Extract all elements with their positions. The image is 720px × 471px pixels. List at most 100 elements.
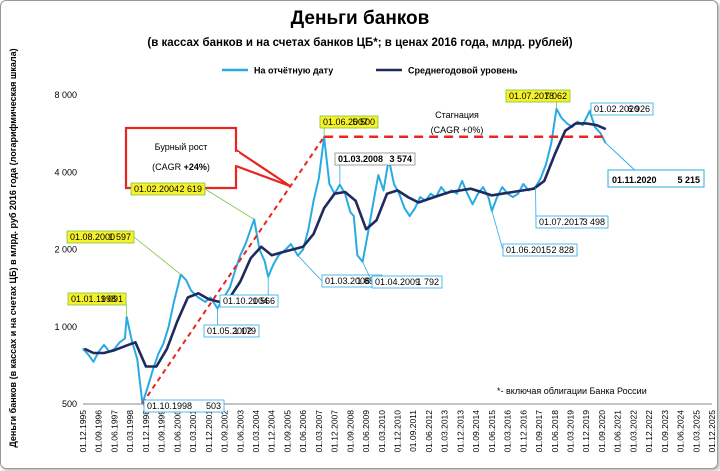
x-tick-label: 01.09.1999 (157, 410, 167, 453)
data-point-current (234, 270, 236, 272)
annotation-value: 1 179 (233, 326, 256, 336)
data-point-average (281, 251, 284, 254)
data-point-average (407, 196, 409, 198)
data-point-current (277, 254, 280, 256)
data-point-average (323, 207, 325, 209)
annotation-date: 01.07.2017 (539, 217, 584, 227)
chart-subtitle: (в кассах банков и на счетах банков ЦБ*;… (147, 37, 573, 49)
y-tick-label: 500 (62, 399, 77, 409)
data-point-average (428, 198, 430, 200)
annotation-value: 503 (206, 401, 221, 411)
data-point-average (197, 292, 200, 295)
data-point-average (459, 189, 462, 192)
data-point-current (496, 196, 498, 198)
annotation-value: 1 566 (252, 296, 275, 306)
x-tick-label: 01.03.2004 (251, 410, 261, 453)
data-point-average (344, 191, 346, 193)
annotation-date: 01.03.2006 (325, 276, 370, 286)
x-tick-label: 01.06.2021 (613, 410, 623, 453)
data-point-current (501, 186, 504, 188)
y-axis-label: Деньги банков (в кассах и на счетах ЦБ) … (8, 48, 18, 447)
data-point-current (560, 117, 563, 119)
data-point-current (522, 183, 525, 185)
annotation-date: 01.05.2002 (207, 326, 252, 336)
annotation-box (319, 115, 379, 129)
data-point-average (386, 192, 388, 195)
x-tick-label: 01.12.2007 (330, 410, 340, 453)
data-point-average (574, 122, 577, 125)
data-point-current (482, 186, 484, 188)
data-point-average (312, 233, 315, 235)
data-point-average (417, 201, 420, 204)
x-tick-label: 01.06.2024 (676, 410, 686, 453)
data-point-average (354, 199, 357, 202)
data-point-current (136, 358, 138, 360)
annotation-value: 1 894 (356, 276, 379, 286)
annotation-leader (491, 210, 504, 251)
x-tick-label: 01.06.2009 (361, 410, 371, 453)
data-point-current (403, 207, 406, 209)
data-point-average (522, 189, 525, 192)
x-tick-label: 01.03.2025 (691, 410, 701, 453)
data-point-average (208, 298, 210, 301)
data-point-average (155, 365, 158, 368)
data-point-current (461, 180, 463, 182)
x-tick-label: 01.06.2015 (487, 410, 497, 453)
annotation-box (502, 243, 578, 257)
data-point-current (197, 296, 200, 299)
x-tick-label: 01.03.2007 (314, 410, 324, 453)
annotation-box (219, 294, 279, 308)
data-point-current (440, 186, 443, 188)
x-tick-label: 01.03.2001 (188, 410, 198, 453)
data-point-current (414, 207, 416, 209)
data-point-current (124, 337, 126, 340)
x-tick-label: 01.03.2013 (440, 410, 450, 453)
data-point-current (408, 215, 411, 217)
data-point-average (249, 257, 252, 260)
annotation-leader (204, 188, 255, 220)
data-point-current (87, 353, 89, 356)
data-point-average (554, 153, 556, 156)
x-tick-label: 01.09.2005 (282, 410, 292, 453)
x-tick-label: 01.06.1997 (110, 410, 120, 453)
x-tick-label: 01.09.2023 (660, 410, 670, 453)
annotation-value: 1 597 (108, 232, 131, 242)
data-point-current (167, 326, 170, 328)
data-point-current (599, 132, 601, 134)
x-tick-label: 01.12.1998 (141, 410, 151, 453)
data-point-current (185, 279, 187, 281)
data-point-average (113, 349, 116, 352)
data-point-current (471, 203, 474, 206)
annotation-box (535, 215, 609, 229)
data-point-current (249, 228, 252, 230)
data-point-average (291, 248, 294, 251)
data-point-average (239, 280, 242, 283)
data-point-current (318, 177, 320, 179)
data-point-average (501, 192, 504, 195)
growth-callout-pointer (235, 149, 292, 188)
annotation-value: 2 828 (551, 245, 574, 255)
x-tick-label: 01.06.2003 (235, 410, 245, 453)
annotation-date: 01.07.2018 (509, 91, 554, 101)
annotation-date: 01.10.1998 (147, 401, 192, 411)
x-tick-label: 01.06.2018 (550, 410, 560, 453)
data-point-current (477, 192, 479, 195)
data-point-current (419, 196, 422, 198)
data-point-current (204, 301, 207, 303)
data-point-average (176, 320, 179, 323)
data-point-current (173, 301, 175, 303)
annotation-box (130, 182, 206, 196)
data-point-current (367, 233, 369, 235)
data-point-current (229, 286, 231, 289)
data-point-current (545, 163, 547, 165)
x-tick-label: 01.12.2013 (455, 410, 465, 453)
x-tick-label: 01.12.2010 (393, 410, 403, 453)
growth-callout-box (124, 126, 238, 190)
growth-callout-label: Бурный рост (155, 142, 208, 152)
data-point-average (103, 352, 105, 354)
annotation-leader (362, 261, 373, 283)
annotation-date: 01.06.2015 (506, 245, 551, 255)
data-point-current (487, 196, 490, 198)
annotation-date: 01.04.2009 (375, 277, 420, 287)
data-point-average (533, 187, 535, 190)
